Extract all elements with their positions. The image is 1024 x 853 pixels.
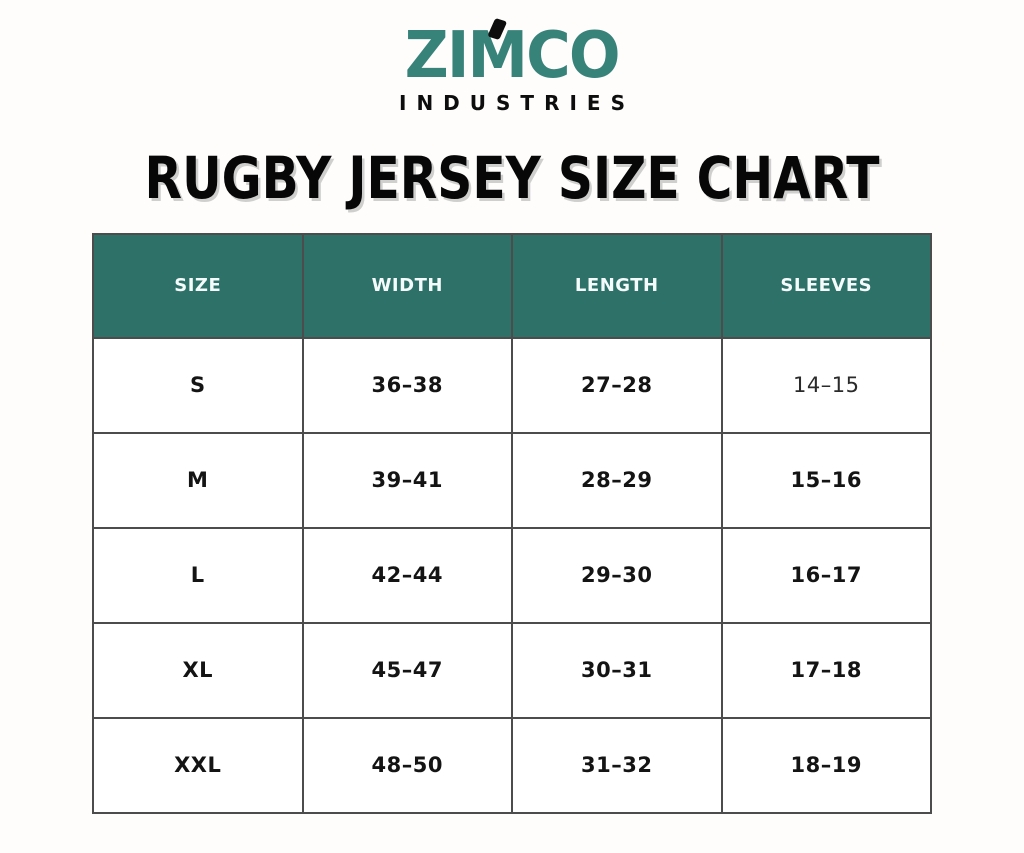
- cell-length: 28–29: [511, 431, 723, 529]
- cell-sleeves: 16–17: [720, 526, 932, 624]
- cell-sleeves: 14–15: [720, 336, 932, 434]
- table-row-l: L 42–44 29–30 16–17: [92, 526, 932, 624]
- cell-size: M: [92, 431, 304, 529]
- cell-size: XL: [92, 621, 304, 719]
- size-chart-table: SIZE WIDTH LENGTH SLEEVES S 36–38 27–28 …: [92, 232, 932, 814]
- cell-width: 42–44: [301, 526, 513, 624]
- cell-size: L: [92, 526, 304, 624]
- cell-size: S: [92, 336, 304, 434]
- table-row-xl: XL 45–47 30–31 17–18: [92, 621, 932, 719]
- cell-size: XXL: [92, 716, 304, 814]
- brand-logo: ZIMCO INDUSTRIES: [0, 0, 1024, 115]
- column-header-width: WIDTH: [301, 232, 513, 339]
- table-header: SIZE WIDTH LENGTH SLEEVES: [92, 232, 932, 339]
- cell-sleeves: 15–16: [720, 431, 932, 529]
- column-header-size: SIZE: [92, 232, 304, 339]
- cell-width: 45–47: [301, 621, 513, 719]
- cell-width: 48–50: [301, 716, 513, 814]
- table-header-row: SIZE WIDTH LENGTH SLEEVES: [92, 232, 932, 339]
- column-header-sleeves: SLEEVES: [720, 232, 932, 339]
- table-row-xxl: XXL 48–50 31–32 18–19: [92, 716, 932, 814]
- table-body: S 36–38 27–28 14–15 M 39–41 28–29 15–16 …: [92, 336, 932, 814]
- cell-width: 39–41: [301, 431, 513, 529]
- cell-sleeves: 17–18: [720, 621, 932, 719]
- cell-sleeves: 18–19: [720, 716, 932, 814]
- brand-wordmark: ZIMCO: [405, 17, 621, 88]
- brand-subtitle: INDUSTRIES: [399, 90, 635, 115]
- cell-length: 27–28: [511, 336, 723, 434]
- column-header-length: LENGTH: [511, 232, 723, 339]
- cell-width: 36–38: [301, 336, 513, 434]
- brand-name-text: ZIMCO: [404, 19, 621, 93]
- table-row-m: M 39–41 28–29 15–16: [92, 431, 932, 529]
- cell-length: 30–31: [511, 621, 723, 719]
- table-row-s: S 36–38 27–28 14–15: [92, 336, 932, 434]
- cell-length: 29–30: [511, 526, 723, 624]
- cell-length: 31–32: [511, 716, 723, 814]
- page-title: RUGBY JERSEY SIZE CHART: [144, 143, 880, 212]
